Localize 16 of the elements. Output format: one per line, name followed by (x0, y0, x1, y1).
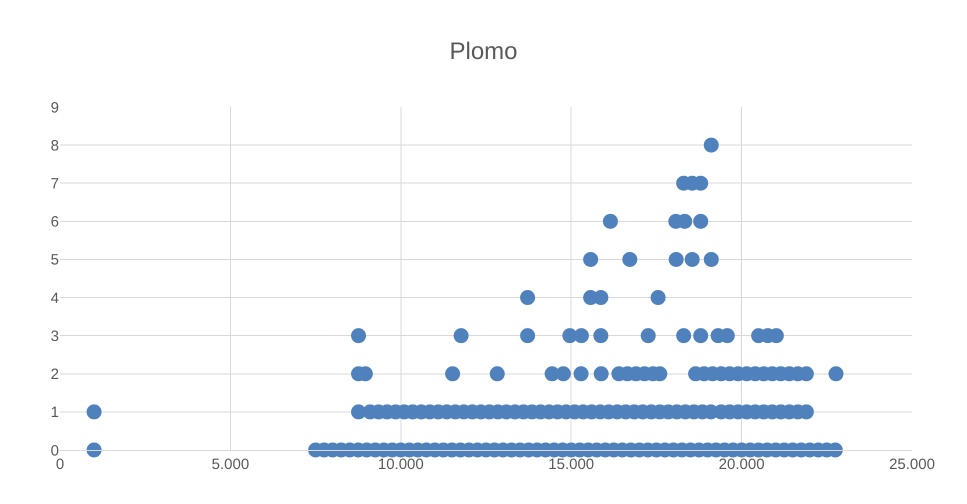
y-tick-label: 3 (50, 328, 59, 345)
y-tick-label: 6 (50, 214, 59, 231)
y-tick-label: 4 (50, 290, 59, 307)
y-tick-label: 5 (50, 252, 59, 269)
y-tick-label: 2 (50, 366, 59, 384)
y-tick-label: 1 (50, 404, 59, 422)
chart-title: Plomo (449, 38, 518, 65)
x-tick-label: 25.000 (889, 456, 935, 473)
x-tick-label: 5.000 (212, 456, 250, 473)
x-tick-label: 10.000 (378, 456, 424, 473)
x-tick-label: 15.000 (548, 456, 594, 473)
y-tick-label: 7 (50, 175, 59, 192)
y-tick-label: 8 (50, 137, 59, 154)
y-tick-label: 0 (50, 442, 59, 460)
x-tick-label: 20.000 (718, 456, 765, 473)
y-tick-label: 9 (50, 99, 59, 116)
